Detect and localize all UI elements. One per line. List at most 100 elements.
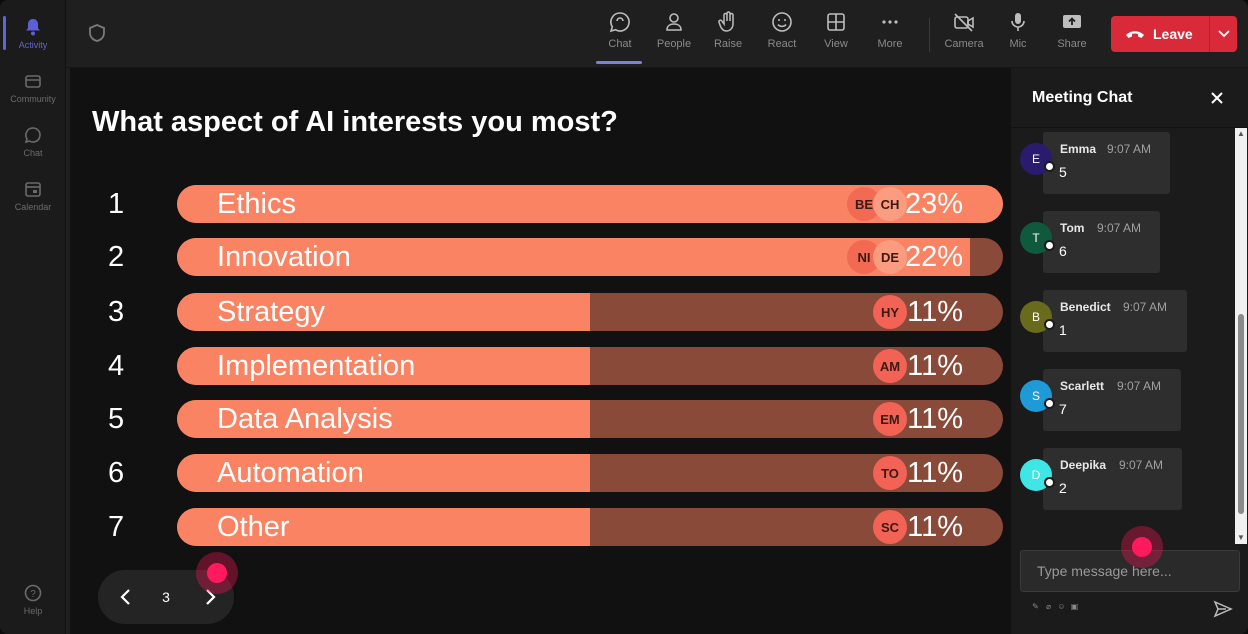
chat-message-list[interactable]: Emma 9:07 AM 5 E Tom 9:07 AM 6 T Benedict 9:07 AM…	[1011, 128, 1233, 544]
message-text: 6	[1059, 243, 1067, 259]
rail-item-activity[interactable]: Activity	[0, 8, 66, 58]
presence-indicator	[1044, 240, 1055, 251]
message-text: 7	[1059, 401, 1067, 417]
presence-indicator	[1044, 161, 1055, 172]
rail-item-community[interactable]: Community	[0, 62, 66, 112]
message-bubble: Deepika 9:07 AM 2	[1043, 448, 1182, 510]
chat-message[interactable]: Scarlett 9:07 AM 7 S	[1011, 365, 1233, 431]
avatar[interactable]: D	[1020, 459, 1055, 491]
rail-item-calendar[interactable]: Calendar	[0, 170, 66, 220]
chat-button[interactable]: Chat	[596, 10, 644, 64]
message-time: 9:07 AM	[1117, 379, 1162, 393]
mic-icon	[1011, 13, 1025, 31]
leave-options-button[interactable]	[1209, 16, 1237, 52]
chat-message[interactable]: Deepika 9:07 AM 2 D	[1011, 444, 1233, 510]
voter-avatar: AM	[873, 349, 907, 383]
poll-option-percent: 11%	[907, 457, 963, 489]
share-button-label: Share	[1057, 38, 1087, 50]
raise-hand-button[interactable]: Raise	[704, 10, 752, 60]
poll-bar-track: Data Analysis EM 11%	[177, 400, 1003, 438]
chat-header: Meeting Chat	[1011, 68, 1248, 128]
poll-option-number: 5	[108, 403, 125, 435]
send-button[interactable]	[1213, 599, 1233, 619]
format-icon[interactable]: ✎	[1032, 602, 1039, 611]
share-button[interactable]: Share	[1048, 10, 1096, 60]
raise-button-label: Raise	[713, 38, 743, 50]
next-page-button[interactable]	[198, 585, 222, 609]
chat-icon	[22, 124, 44, 146]
avatar[interactable]: B	[1020, 301, 1055, 333]
poll-bar-fill	[177, 293, 590, 331]
poll-question: What aspect of AI interests you most?	[92, 106, 618, 138]
poll-option-label: Other	[217, 511, 290, 543]
poll-option-row: 3 Strategy HY 11%	[70, 293, 1010, 331]
message-time: 9:07 AM	[1107, 142, 1152, 156]
svg-text:?: ?	[30, 589, 36, 600]
poll-option-percent: 11%	[907, 511, 963, 543]
people-button[interactable]: People	[650, 10, 698, 60]
previous-page-button[interactable]	[114, 585, 138, 609]
poll-option-percent: 11%	[907, 403, 963, 435]
rail-item-label: Community	[10, 94, 56, 104]
poll-option-row: 4 Implementation AM 11%	[70, 347, 1010, 385]
poll-bar-track: Other SC 11%	[177, 508, 1003, 546]
help-icon: ?	[22, 582, 44, 604]
emoji-icon[interactable]: ☺	[1057, 602, 1066, 611]
chevron-down-icon	[1217, 30, 1230, 38]
message-bubble: Scarlett 9:07 AM 7	[1043, 369, 1181, 431]
message-sender: Deepika	[1060, 458, 1107, 472]
message-bubble: Emma 9:07 AM 5	[1043, 132, 1170, 194]
poll-option-label: Automation	[217, 457, 364, 489]
presence-indicator	[1044, 398, 1055, 409]
view-button[interactable]: View	[812, 10, 860, 60]
voter-avatar: SC	[873, 510, 907, 544]
shield-icon[interactable]	[86, 22, 108, 44]
message-time: 9:07 AM	[1119, 458, 1164, 472]
poll-bar-fill	[177, 238, 970, 276]
voter-avatar: CH	[873, 187, 907, 221]
poll-bar-track: Implementation AM 11%	[177, 347, 1003, 385]
mic-button[interactable]: Mic	[994, 10, 1042, 60]
poll-option-percent: 23%	[904, 188, 963, 220]
poll-option-label: Innovation	[217, 241, 351, 273]
poll-stage: What aspect of AI interests you most? 1 E…	[70, 68, 1010, 634]
rail-item-chat[interactable]: Chat	[0, 116, 66, 166]
leave-main[interactable]: Leave	[1111, 16, 1209, 52]
page-number: 3	[162, 589, 170, 605]
scroll-up-icon[interactable]: ▲	[1237, 129, 1245, 138]
send-icon	[1213, 600, 1233, 618]
scroll-down-icon[interactable]: ▼	[1237, 533, 1245, 542]
poll-bar-track: Ethics BE CH 23%	[177, 185, 1003, 223]
pointer-indicator	[1121, 526, 1163, 568]
leave-button[interactable]: Leave	[1111, 16, 1237, 52]
camera-button[interactable]: Camera	[940, 10, 988, 60]
scroll-thumb[interactable]	[1238, 314, 1244, 514]
composer-tools: ✎ ⌀ ☺ ▣	[1031, 602, 1079, 611]
smiley-icon	[772, 12, 792, 32]
chat-scrollbar[interactable]: ▲ ▼	[1235, 128, 1247, 544]
chat-message[interactable]: Benedict 9:07 AM 1 B	[1011, 286, 1233, 352]
avatar[interactable]: T	[1020, 222, 1055, 254]
chat-message[interactable]: Tom 9:07 AM 6 T	[1011, 207, 1233, 273]
gif-icon[interactable]: ▣	[1070, 602, 1079, 611]
message-sender: Tom	[1060, 221, 1085, 235]
leave-label: Leave	[1153, 26, 1193, 42]
close-icon	[1211, 92, 1223, 104]
message-input[interactable]	[1021, 551, 1239, 591]
rail-item-label: Activity	[18, 40, 48, 50]
voter-avatar: EM	[873, 402, 907, 436]
more-button[interactable]: More	[866, 10, 914, 60]
voter-avatar: DE	[873, 240, 907, 274]
grid-view-icon	[827, 13, 845, 31]
view-button-label: View	[824, 38, 848, 50]
attach-icon[interactable]: ⌀	[1046, 602, 1051, 611]
poll-bar-track: Strategy HY 11%	[177, 293, 1003, 331]
rail-item-help[interactable]: ? Help	[0, 574, 66, 624]
react-button[interactable]: React	[758, 10, 806, 60]
bell-icon	[22, 16, 44, 38]
message-bubble: Benedict 9:07 AM 1	[1043, 290, 1187, 352]
chat-message[interactable]: Emma 9:07 AM 5 E	[1011, 128, 1233, 194]
avatar[interactable]: S	[1020, 380, 1055, 412]
avatar[interactable]: E	[1020, 143, 1055, 175]
close-chat-button[interactable]	[1207, 88, 1227, 108]
